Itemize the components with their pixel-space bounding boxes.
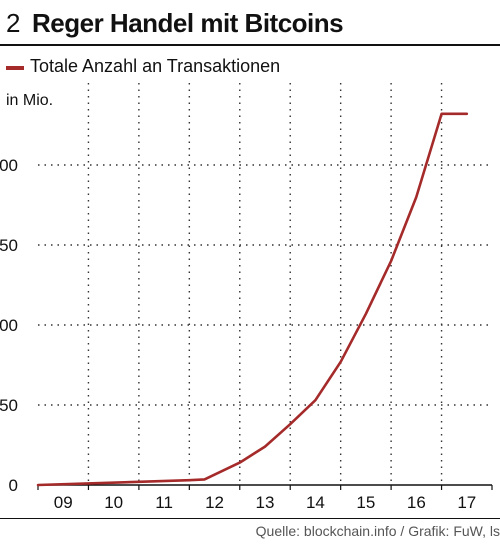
legend-label: Totale Anzahl an Transaktionen: [30, 56, 281, 76]
y-tick-label: 0: [9, 476, 18, 495]
header-rule: [0, 44, 500, 46]
chart-header: 2 Reger Handel mit Bitcoins: [6, 4, 496, 40]
footer-rule: [0, 518, 500, 519]
y-tick-label: 150: [0, 236, 18, 255]
x-tick-label: 12: [205, 493, 224, 512]
x-tick-label: 09: [54, 493, 73, 512]
y-tick-label: 200: [0, 156, 18, 175]
source-note: Quelle: blockchain.info / Grafik: FuW, l…: [255, 523, 500, 539]
x-tick-label: 10: [104, 493, 123, 512]
x-tick-label: 16: [407, 493, 426, 512]
x-tick-label: 13: [256, 493, 275, 512]
series-line: [36, 112, 469, 487]
y-tick-label: 100: [0, 316, 18, 335]
legend-swatch: [6, 66, 24, 70]
x-tick-label: 14: [306, 493, 325, 512]
y-tick-label: 50: [0, 396, 18, 415]
figure-number: 2: [6, 8, 21, 38]
x-tick-label: 15: [356, 493, 375, 512]
x-tick-label: 11: [155, 493, 173, 512]
x-tick-label: 17: [457, 493, 476, 512]
y-axis-unit-label: in Mio.: [6, 92, 54, 109]
chart-title: Reger Handel mit Bitcoins: [32, 8, 344, 38]
